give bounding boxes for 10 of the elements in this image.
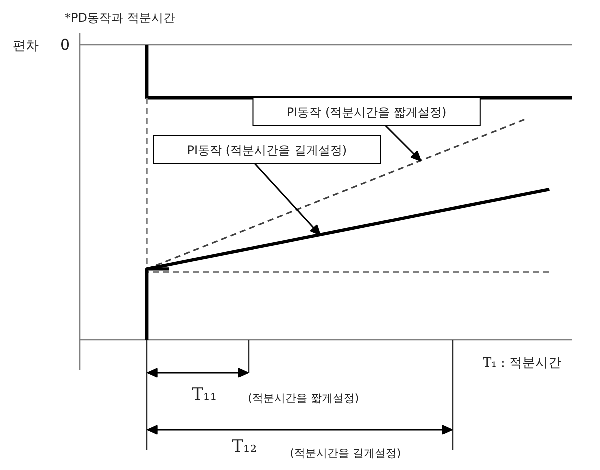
text: PI동작 (적분시간을 짧게설정): [286, 105, 447, 120]
chart-title: *PD동작과 적분시간: [65, 11, 176, 25]
text: T₁₁: [192, 385, 218, 405]
text: PI동작 (적분시간을 길게설정): [187, 143, 348, 158]
text: (적분시간을 길게설정): [290, 447, 402, 460]
y-axis-title: 편차: [13, 39, 39, 54]
text: (적분시간을 짧게설정): [248, 392, 360, 405]
text: T₁ : 적분시간: [483, 356, 562, 371]
series-label: 0: [60, 36, 70, 54]
text: T₁₂: [232, 437, 258, 457]
